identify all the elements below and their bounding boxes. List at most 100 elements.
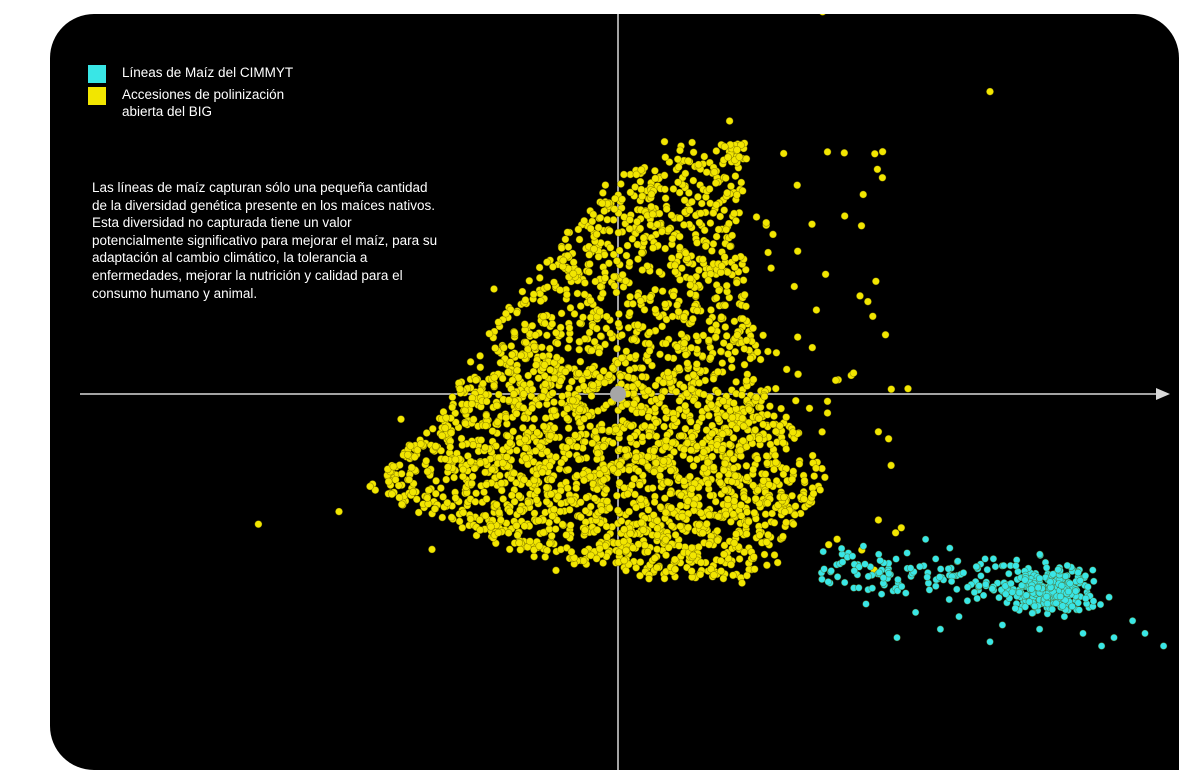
point-big bbox=[558, 392, 567, 401]
point-big bbox=[505, 507, 514, 516]
point-big bbox=[476, 459, 485, 467]
point-big-sparse bbox=[686, 281, 695, 289]
point-big bbox=[766, 402, 774, 411]
point-cimmyt bbox=[1034, 583, 1042, 592]
point-big bbox=[512, 521, 521, 530]
point-big bbox=[468, 472, 477, 481]
point-big bbox=[455, 517, 464, 526]
point-big bbox=[451, 493, 460, 502]
point-big bbox=[620, 483, 628, 492]
point-big bbox=[668, 234, 677, 243]
point-cimmyt bbox=[981, 580, 990, 588]
point-big bbox=[632, 503, 640, 512]
close-icon[interactable]: × bbox=[1167, 19, 1177, 36]
point-big bbox=[579, 382, 588, 391]
point-big bbox=[740, 290, 749, 299]
point-big bbox=[542, 483, 551, 492]
point-big bbox=[442, 413, 451, 422]
point-big bbox=[528, 385, 537, 394]
point-big bbox=[564, 424, 573, 433]
point-big bbox=[586, 224, 595, 233]
point-big-sparse bbox=[657, 393, 666, 402]
point-big bbox=[495, 471, 504, 480]
point-big bbox=[592, 324, 601, 333]
point-big bbox=[469, 440, 477, 449]
point-big bbox=[536, 297, 545, 305]
point-big-sparse bbox=[724, 153, 732, 162]
point-big bbox=[477, 436, 486, 444]
point-big bbox=[704, 276, 713, 285]
x-axis-arrowhead bbox=[1156, 388, 1170, 400]
point-big bbox=[647, 202, 656, 211]
point-big bbox=[623, 490, 632, 498]
point-big bbox=[521, 435, 530, 444]
point-big bbox=[622, 400, 631, 409]
point-big bbox=[601, 181, 610, 189]
point-big bbox=[688, 197, 696, 206]
point-big-sparse bbox=[808, 343, 817, 352]
point-cimmyt bbox=[1007, 579, 1015, 588]
point-cimmyt-key bbox=[1159, 642, 1168, 650]
point-big-sparse bbox=[651, 305, 660, 314]
point-big bbox=[721, 174, 730, 182]
point-big bbox=[670, 447, 678, 456]
point-big bbox=[711, 333, 720, 342]
point-big bbox=[565, 505, 574, 514]
point-big bbox=[384, 477, 393, 486]
point-big bbox=[659, 378, 668, 387]
point-big bbox=[742, 530, 751, 538]
point-big bbox=[704, 479, 713, 488]
point-cimmyt-key bbox=[1110, 633, 1118, 642]
point-big bbox=[476, 363, 485, 372]
point-big bbox=[613, 344, 621, 353]
point-big bbox=[596, 307, 604, 316]
point-big bbox=[565, 384, 574, 392]
point-big-key bbox=[849, 369, 858, 377]
point-big bbox=[403, 450, 412, 459]
point-big bbox=[525, 537, 534, 546]
point-big bbox=[442, 475, 451, 484]
point-big bbox=[521, 338, 530, 347]
point-big bbox=[498, 374, 507, 383]
point-big-sparse bbox=[770, 551, 779, 559]
point-big-sparse bbox=[721, 412, 730, 420]
point-big-sparse bbox=[708, 246, 716, 255]
point-big-sparse bbox=[864, 297, 872, 306]
point-big bbox=[596, 332, 605, 340]
point-big bbox=[458, 472, 467, 481]
point-big bbox=[539, 312, 548, 321]
point-big-sparse bbox=[790, 282, 799, 291]
point-big-sparse bbox=[717, 262, 726, 271]
point-big bbox=[608, 363, 617, 372]
point-big bbox=[497, 486, 506, 495]
point-big bbox=[721, 323, 730, 331]
point-big-sparse bbox=[735, 152, 744, 161]
point-big bbox=[638, 364, 647, 372]
point-big-sparse bbox=[675, 364, 683, 372]
point-big bbox=[414, 508, 423, 517]
point-big bbox=[788, 475, 797, 484]
point-big bbox=[409, 488, 417, 496]
point-big bbox=[727, 355, 736, 364]
point-big-sparse bbox=[769, 420, 778, 429]
point-big-sparse bbox=[693, 306, 702, 315]
point-big bbox=[713, 526, 722, 535]
point-big bbox=[494, 318, 503, 327]
point-big bbox=[615, 478, 624, 487]
point-big bbox=[605, 371, 614, 379]
point-big bbox=[808, 451, 817, 460]
point-big bbox=[727, 517, 735, 526]
point-big bbox=[585, 260, 594, 268]
point-cimmyt bbox=[932, 582, 940, 590]
point-big bbox=[428, 424, 437, 433]
point-big bbox=[760, 392, 769, 401]
point-big bbox=[667, 254, 676, 263]
point-cimmyt bbox=[1011, 604, 1019, 613]
point-big bbox=[615, 548, 623, 557]
point-big-sparse bbox=[833, 535, 841, 544]
point-big bbox=[528, 404, 536, 413]
point-big-sparse bbox=[677, 330, 686, 339]
point-big bbox=[731, 172, 740, 180]
point-big bbox=[553, 339, 562, 348]
point-big bbox=[448, 393, 457, 401]
